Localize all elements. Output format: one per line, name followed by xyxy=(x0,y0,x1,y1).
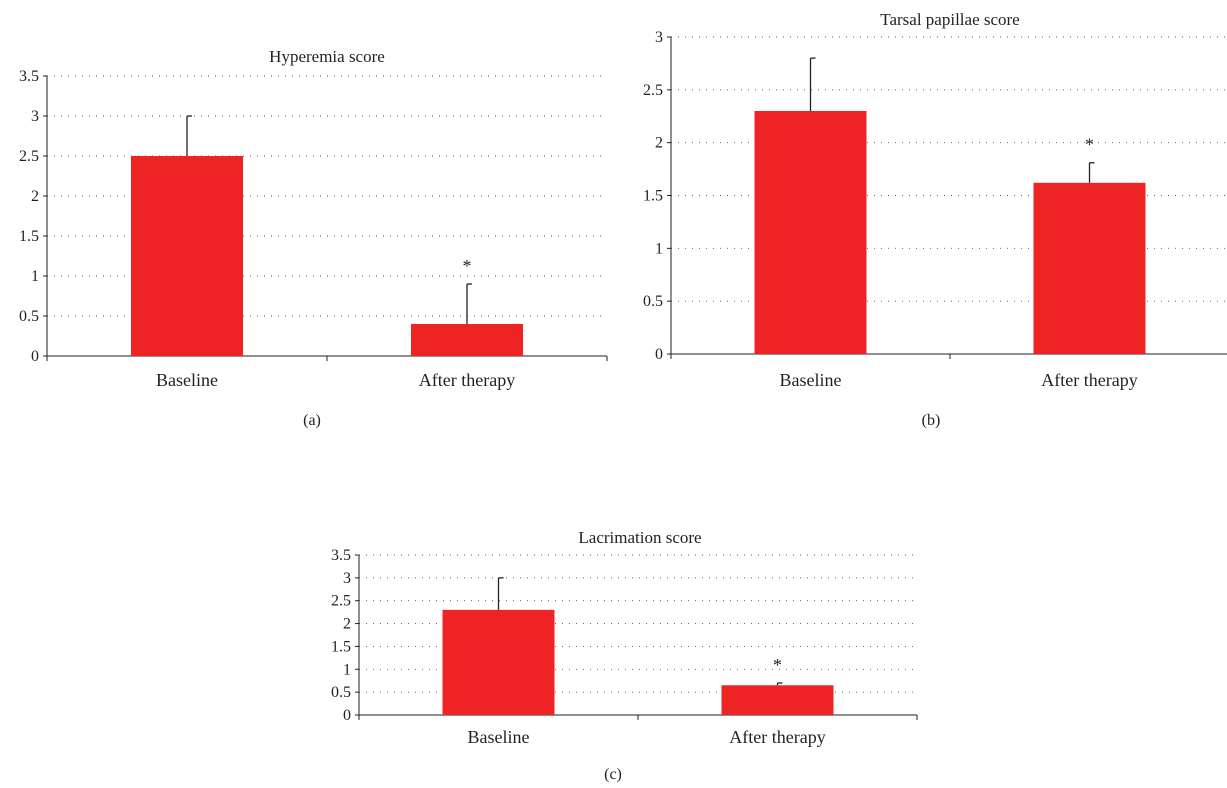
bar xyxy=(721,685,834,715)
y-tick-label: 0.5 xyxy=(643,293,663,310)
panel-label: (b) xyxy=(922,412,941,429)
bar xyxy=(1033,182,1146,354)
significance-marker: * xyxy=(463,256,472,276)
panel-label: (a) xyxy=(303,412,321,429)
y-tick-label: 3 xyxy=(31,108,39,125)
y-tick-label: 3 xyxy=(655,29,663,46)
y-tick-label: 0 xyxy=(31,348,39,365)
y-tick-label: 1 xyxy=(343,661,351,678)
y-tick-label: 2 xyxy=(655,135,663,152)
y-tick-label: 0 xyxy=(655,346,663,363)
y-tick-label: 2.5 xyxy=(19,148,39,165)
y-tick-label: 2 xyxy=(343,616,351,633)
y-tick-label: 1 xyxy=(655,240,663,257)
y-tick-label: 1.5 xyxy=(19,228,39,245)
chart-title: Lacrimation score xyxy=(578,528,701,547)
y-tick-label: 0.5 xyxy=(19,308,39,325)
y-tick-label: 1.5 xyxy=(331,638,351,655)
y-tick-label: 2.5 xyxy=(643,82,663,99)
x-category-label: Baseline xyxy=(468,727,530,747)
y-tick-label: 1 xyxy=(31,268,39,285)
significance-marker: * xyxy=(773,655,782,675)
bar xyxy=(411,324,523,356)
chart-panel-c: 0 0.5 1 1.5 2 2.5 3 3.5 Baseline * After therapy La… xyxy=(331,528,918,783)
x-category-label: After therapy xyxy=(419,370,515,390)
bar xyxy=(131,156,243,356)
y-tick-label: 3.5 xyxy=(331,547,351,564)
y-tick-label: 3.5 xyxy=(19,68,39,85)
x-category-label: After therapy xyxy=(1041,370,1137,390)
y-tick-label: 0 xyxy=(343,707,351,724)
chart-title: Tarsal papillae score xyxy=(880,10,1019,29)
y-tick-label: 1.5 xyxy=(643,188,663,205)
x-category-label: After therapy xyxy=(729,727,825,747)
y-tick-label: 3 xyxy=(343,570,351,587)
y-tick-label: 0.5 xyxy=(331,684,351,701)
chart-title: Hyperemia score xyxy=(269,47,385,66)
chart-panel-a: 0 0.5 1 1.5 2 2.5 3 3.5 Baseline * After therapy Hy… xyxy=(19,47,608,429)
y-tick-label: 2.5 xyxy=(331,593,351,610)
x-category-label: Baseline xyxy=(780,370,842,390)
bar xyxy=(442,609,555,715)
bar xyxy=(754,110,867,354)
x-category-label: Baseline xyxy=(156,370,218,390)
panel-label: (c) xyxy=(604,766,622,783)
chart-panel-b: 0 0.5 1 1.5 2 2.5 3 Baseline * After therapy Tarsa… xyxy=(643,10,1227,429)
y-tick-label: 2 xyxy=(31,188,39,205)
significance-marker: * xyxy=(1085,135,1094,155)
